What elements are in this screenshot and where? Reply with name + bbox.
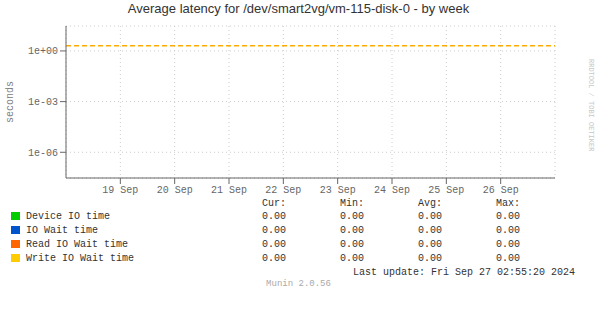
svg-text:21 Sep: 21 Sep (211, 185, 247, 196)
html-text:Min:: Min: (340, 198, 364, 209)
html-text:0.00: 0.00 (262, 211, 286, 222)
svg-text:1e+00: 1e+00 (28, 46, 58, 57)
svg-text:20 Sep: 20 Sep (157, 185, 193, 196)
html-text:Read IO Wait time: Read IO Wait time (26, 239, 128, 250)
html-text:0.00: 0.00 (340, 239, 364, 250)
html-text:Munin 2.0.56: Munin 2.0.56 (266, 279, 331, 289)
svg-text:1e-03: 1e-03 (28, 97, 58, 108)
html-text:Cur:: Cur: (262, 198, 286, 209)
svg-text:26 Sep: 26 Sep (483, 185, 519, 196)
svg-text:1e-06: 1e-06 (28, 148, 58, 159)
html-text:0.00: 0.00 (418, 253, 442, 264)
svg-text:23 Sep: 23 Sep (320, 185, 356, 196)
html-text:0.00: 0.00 (418, 239, 442, 250)
html-text:Write IO Wait time: Write IO Wait time (26, 253, 134, 264)
html-text:0.00: 0.00 (262, 253, 286, 264)
html-text:0.00: 0.00 (496, 253, 520, 264)
html-text:0.00: 0.00 (496, 239, 520, 250)
svg-text:22 Sep: 22 Sep (265, 185, 301, 196)
html-text:0.00: 0.00 (418, 225, 442, 236)
svg-text:25 Sep: 25 Sep (428, 185, 464, 196)
html-text:0.00: 0.00 (418, 211, 442, 222)
html-text:0.00: 0.00 (496, 225, 520, 236)
html-text:Last update: Fri Sep 27 02:55:: Last update: Fri Sep 27 02:55:20 2024 (353, 267, 575, 278)
html-text:0.00: 0.00 (340, 211, 364, 222)
html-text:Max:: Max: (496, 198, 520, 209)
html-text:Device IO time: Device IO time (26, 211, 110, 222)
html-text:0.00: 0.00 (340, 225, 364, 236)
html-text:0.00: 0.00 (262, 239, 286, 250)
html-text:RRDTOOL / TOBI OETIKER: RRDTOOL / TOBI OETIKER (587, 58, 595, 152)
svg-text:19 Sep: 19 Sep (102, 185, 138, 196)
html-text:Average latency for /dev/smart: Average latency for /dev/smart2vg/vm-115… (127, 1, 470, 16)
html-text:0.00: 0.00 (496, 211, 520, 222)
svg-text:seconds: seconds (8, 81, 16, 123)
html-text:IO Wait time: IO Wait time (26, 225, 98, 236)
html-text:0.00: 0.00 (262, 225, 286, 236)
html-text:Avg:: Avg: (418, 198, 442, 209)
svg-text:24 Sep: 24 Sep (374, 185, 410, 196)
html-text:0.00: 0.00 (340, 253, 364, 264)
